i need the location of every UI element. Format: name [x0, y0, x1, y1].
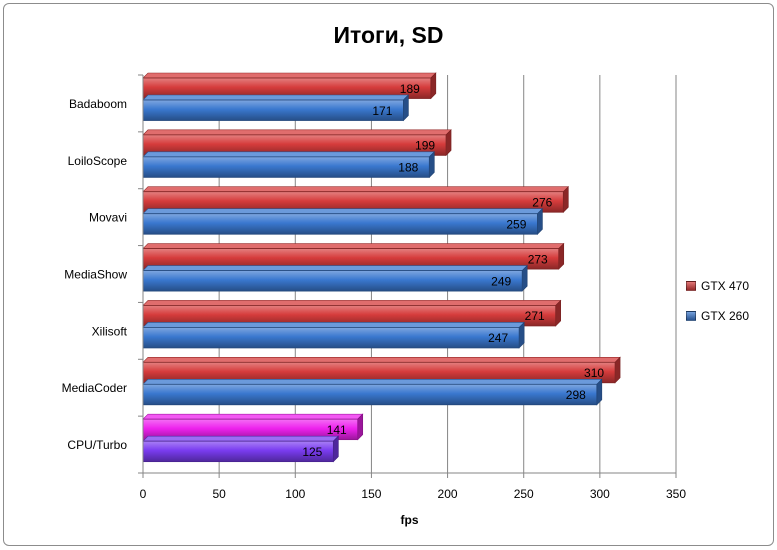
bar-gtx-260-movavi — [142, 213, 538, 235]
data-label-gtx-470-mediashow: 273 — [528, 252, 548, 266]
category-label-cpu-turbo: CPU/Turbo — [67, 438, 127, 452]
data-label-gtx-260-cpu-turbo: 125 — [302, 445, 322, 459]
data-label-gtx-260-xilisoft: 247 — [488, 331, 508, 345]
x-tick-label-0: 0 — [140, 487, 147, 501]
category-label-mediacoder: MediaCoder — [62, 381, 127, 395]
data-label-gtx-260-loiloscope: 188 — [398, 161, 418, 175]
x-axis-title: fps — [401, 513, 419, 527]
bar-gtx-260-badaboom — [142, 99, 404, 121]
category-label-xilisoft: Xilisoft — [92, 324, 128, 338]
legend-label-gtx-470: GTX 470 — [701, 278, 750, 293]
bar-gtx-260-xilisoft — [142, 327, 520, 349]
data-label-gtx-470-loiloscope: 199 — [415, 139, 435, 153]
data-label-gtx-470-movavi: 276 — [532, 195, 552, 209]
bar-top-gtx-260-cpu-turbo — [142, 435, 340, 442]
bar-gtx-260-mediashow — [142, 270, 523, 292]
legend-swatch-gtx-470 — [686, 280, 696, 291]
x-tick-label-100: 100 — [285, 487, 305, 501]
x-tick-label-50: 50 — [212, 487, 226, 501]
x-tick-label-200: 200 — [438, 487, 458, 501]
category-label-mediashow: MediaShow — [64, 268, 127, 282]
bar-top-gtx-470-badaboom — [142, 72, 437, 79]
bar-top-gtx-470-xilisoft — [142, 300, 562, 306]
legend-item-gtx-470: GTX 470 — [686, 275, 749, 296]
legend: GTX 470 GTX 260 — [686, 275, 749, 335]
data-label-gtx-260-mediashow: 249 — [491, 274, 511, 288]
category-label-loiloscope: LoiloScope — [68, 154, 128, 168]
legend-swatch-gtx-260 — [686, 310, 696, 321]
x-tick-label-350: 350 — [666, 487, 686, 501]
data-label-gtx-260-badaboom: 171 — [372, 104, 392, 118]
data-label-gtx-260-mediacoder: 298 — [566, 388, 586, 402]
x-tick-label-150: 150 — [361, 487, 381, 501]
bar-top-gtx-260-badaboom — [142, 94, 410, 101]
category-label-badaboom: Badaboom — [69, 97, 127, 111]
data-label-gtx-470-cpu-turbo: 141 — [327, 423, 347, 437]
bar-top-gtx-260-xilisoft — [142, 322, 525, 328]
chart-title: Итоги, SD — [333, 22, 444, 48]
bar-top-gtx-470-mediacoder — [142, 356, 621, 363]
x-tick-label-250: 250 — [514, 487, 534, 501]
bar-gtx-260-loiloscope — [142, 156, 430, 178]
bar-top-gtx-470-cpu-turbo — [142, 413, 364, 420]
data-label-gtx-470-xilisoft: 271 — [525, 309, 545, 323]
x-tick-label-300: 300 — [590, 487, 610, 501]
data-label-gtx-260-movavi: 259 — [506, 217, 526, 231]
bar-top-gtx-260-mediacoder — [142, 378, 603, 385]
data-label-gtx-470-badaboom: 189 — [400, 82, 420, 96]
bar-top-gtx-260-movavi — [142, 208, 544, 215]
legend-label-gtx-260: GTX 260 — [701, 308, 750, 323]
bar-top-gtx-470-movavi — [142, 186, 570, 193]
legend-item-gtx-260: GTX 260 — [686, 305, 749, 326]
bar-gtx-260-mediacoder — [142, 383, 598, 406]
bar-top-gtx-260-mediashow — [142, 265, 528, 271]
category-label-movavi: Movavi — [89, 211, 127, 225]
data-label-gtx-470-mediacoder: 310 — [584, 366, 604, 380]
bar-top-gtx-470-mediashow — [142, 243, 565, 249]
bar-top-gtx-470-loiloscope — [142, 129, 452, 136]
bar-top-gtx-260-loiloscope — [142, 151, 436, 158]
